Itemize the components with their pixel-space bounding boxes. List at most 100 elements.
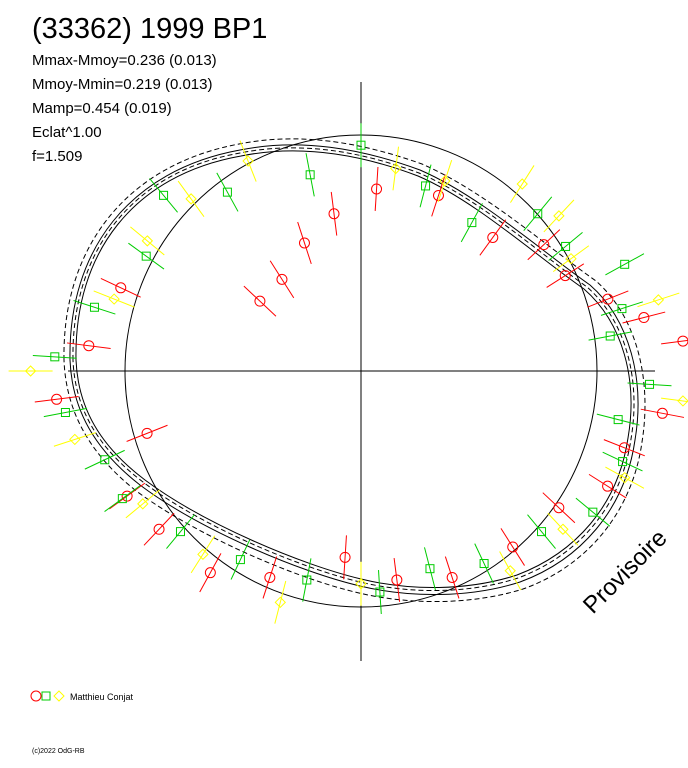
error-bar [605, 466, 645, 489]
data-point-red-circle [141, 427, 153, 439]
data-point-red-circle [328, 208, 340, 220]
error-bar [602, 451, 643, 472]
error-bar [216, 172, 239, 212]
legend-observer-label: Matthieu Conjat [70, 692, 134, 702]
error-bar [543, 199, 575, 233]
error-bar [393, 558, 401, 602]
error-bar [527, 229, 561, 261]
data-point-yellow-diamond [677, 395, 688, 407]
stat-eclat: Eclat^1.00 [32, 124, 102, 141]
legend-markers-group [30, 690, 65, 702]
error-bar [637, 292, 680, 308]
error-bar [143, 512, 175, 546]
error-bar [588, 331, 632, 341]
data-point-green-square [302, 575, 312, 585]
data-point-green-square [537, 527, 547, 537]
data-point-yellow-diamond [69, 433, 81, 446]
data-point-green-square [617, 304, 627, 314]
data-point-red-circle [276, 273, 288, 285]
legend-green-square-marker [41, 691, 51, 701]
data-point-green-square [613, 415, 623, 425]
data-point-yellow-diamond [137, 498, 149, 510]
model-curve-inner [75, 150, 632, 589]
error-bar [43, 407, 88, 418]
model-curve-solid [69, 144, 639, 596]
error-bar [166, 514, 195, 549]
data-point-green-square [175, 527, 185, 537]
error-bar [500, 528, 525, 566]
data-point-yellow-diamond [24, 365, 37, 377]
data-point-red-circle [51, 393, 63, 405]
error-bar [603, 439, 645, 457]
error-bar [243, 285, 277, 317]
error-bar [130, 226, 165, 256]
data-point-red-circle [638, 312, 650, 324]
model-curve-dashed-outer [63, 138, 646, 603]
data-point-green-square [222, 187, 232, 197]
data-point-yellow-diamond [439, 175, 451, 187]
data-point-green-square [375, 587, 385, 597]
data-points-group [8, 123, 688, 624]
data-point-red-circle [446, 571, 458, 583]
data-point-green-square [235, 555, 245, 565]
data-point-green-square [421, 181, 431, 191]
legend-yellow-diamond-marker [53, 690, 65, 702]
error-bar [66, 342, 111, 349]
error-bar [274, 580, 287, 624]
data-point-red-circle [602, 480, 614, 492]
error-bar [262, 556, 278, 599]
data-point-green-square [645, 379, 655, 389]
data-point-yellow-diamond [274, 596, 287, 609]
data-point-red-circle [204, 567, 216, 579]
error-bar [600, 301, 644, 316]
error-bar [230, 539, 251, 580]
error-bar [149, 178, 178, 213]
data-point-yellow-diamond [185, 193, 197, 205]
error-bar [330, 191, 338, 236]
error-bar [84, 449, 125, 470]
data-point-red-circle [602, 293, 614, 305]
data-point-red-circle [391, 574, 403, 586]
stat-frequency: f=1.509 [32, 148, 83, 165]
error-bar [587, 290, 629, 308]
data-point-yellow-diamond [108, 293, 120, 305]
data-point-green-square [561, 241, 571, 251]
error-bar [199, 553, 222, 593]
error-bar [622, 311, 666, 324]
error-bar [177, 180, 205, 217]
error-bar [431, 174, 446, 217]
data-point-green-square [89, 302, 99, 312]
data-point-red-circle [371, 183, 383, 195]
error-bar [34, 396, 79, 403]
data-point-yellow-diamond [390, 162, 402, 175]
error-bar [190, 535, 216, 574]
data-point-green-square [356, 140, 366, 150]
copyright-notice: (c)2022 OdG-RB [32, 748, 85, 755]
error-bar [627, 382, 672, 387]
data-point-yellow-diamond [197, 548, 209, 561]
data-point-red-circle [538, 239, 550, 251]
error-bar [392, 146, 400, 191]
error-bar [605, 253, 645, 276]
data-point-red-circle [339, 551, 351, 563]
data-point-green-square [60, 407, 70, 417]
error-bar [444, 556, 460, 599]
data-point-green-square [533, 209, 543, 219]
data-point-green-square [117, 494, 127, 504]
data-point-green-square [605, 331, 615, 341]
data-point-red-circle [553, 502, 565, 514]
error-bar [661, 397, 688, 403]
error-bar [596, 413, 640, 426]
error-bar [499, 551, 522, 591]
error-bar [126, 424, 168, 442]
data-point-green-square [588, 507, 598, 517]
data-point-red-circle [507, 541, 519, 553]
error-bar [424, 547, 436, 591]
error-bar [460, 203, 483, 243]
error-bar [109, 482, 146, 510]
error-bar [547, 512, 579, 546]
data-point-red-circle [559, 270, 571, 282]
data-point-red-circle [153, 523, 165, 535]
error-bar [523, 196, 553, 232]
error-bar [305, 153, 315, 197]
